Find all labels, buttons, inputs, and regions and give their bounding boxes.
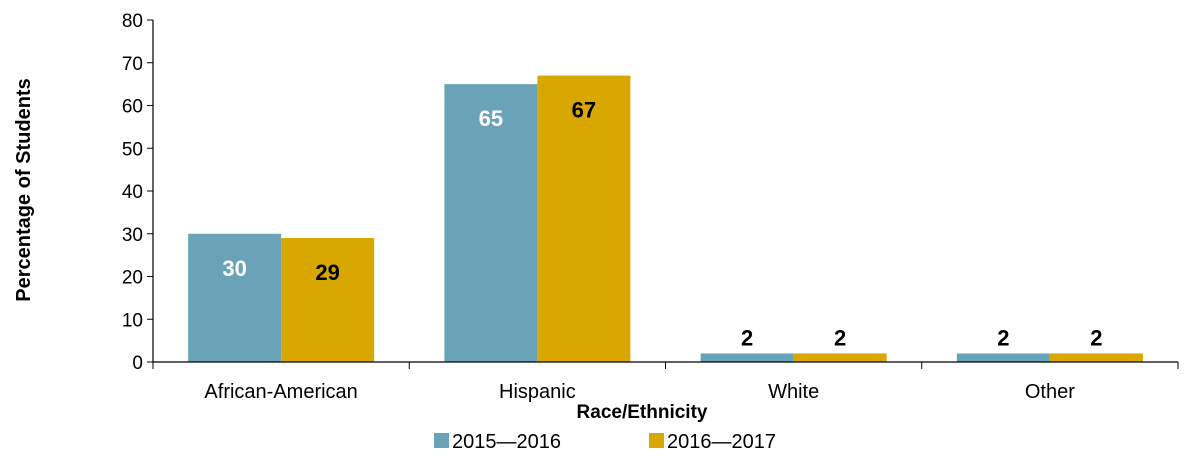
bar: [700, 353, 794, 362]
category-label: Hispanic: [499, 381, 576, 403]
bar: [793, 353, 887, 362]
y-tick-label: 40: [122, 182, 143, 203]
data-label: 2: [741, 325, 753, 350]
data-label: 2: [1090, 325, 1102, 350]
legend-label: 2016—2017: [667, 431, 776, 453]
data-label: 2: [997, 325, 1009, 350]
data-label: 29: [315, 260, 339, 285]
category-label: Other: [1025, 381, 1075, 403]
category-label: African-American: [204, 381, 357, 403]
y-tick-label: 60: [122, 97, 143, 118]
legend: 2015—2016 2016—2017: [434, 431, 776, 453]
bars-group: [188, 75, 1143, 362]
bar: [1049, 353, 1143, 362]
y-tick-label: 20: [122, 268, 143, 289]
y-tick-label: 80: [122, 11, 143, 32]
data-label: 65: [479, 106, 503, 131]
data-label: 2: [834, 325, 846, 350]
bar: [281, 238, 375, 362]
data-labels-group: 30 29 65 67 2 2 2 2: [222, 98, 1102, 351]
legend-label: 2015—2016: [452, 431, 561, 453]
data-label: 30: [222, 256, 246, 281]
category-label: White: [768, 381, 819, 403]
bar: [537, 75, 631, 362]
x-axis-title: Race/Ethnicity: [577, 402, 708, 423]
y-tick-label: 50: [122, 139, 143, 160]
y-tick-label: 0: [132, 353, 143, 374]
legend-swatch: [434, 433, 449, 448]
y-tick-label: 30: [122, 225, 143, 246]
bar: [956, 353, 1050, 362]
bar: [188, 233, 282, 362]
x-axis-ticks: [152, 362, 1179, 369]
legend-swatch: [649, 433, 664, 448]
category-labels: African-American Hispanic White Other: [204, 381, 1075, 403]
y-axis-title: Percentage of Students: [13, 78, 35, 301]
y-tick-label: 10: [122, 310, 143, 331]
y-tick-label: 70: [122, 54, 143, 75]
y-axis-ticks: 0 10 20 30 40 50 60 70 80: [122, 11, 153, 374]
data-label: 67: [572, 98, 596, 123]
bar: [444, 84, 538, 362]
